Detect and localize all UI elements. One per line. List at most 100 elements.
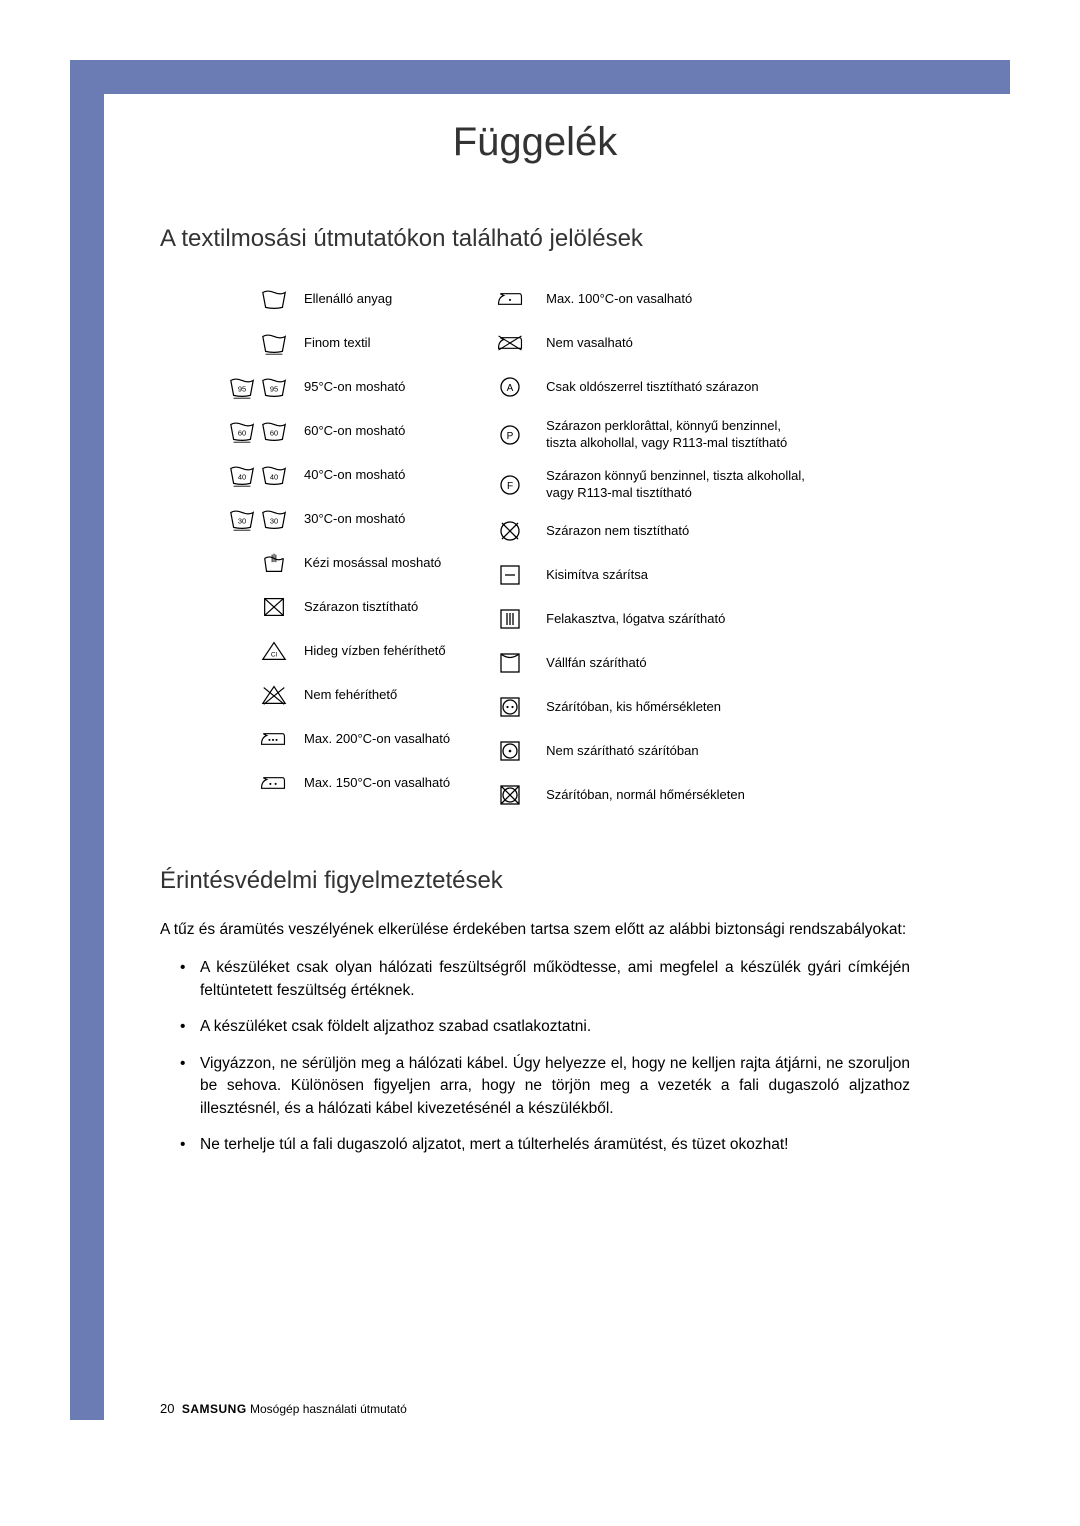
symbol-label: Kisimítva szárítsa <box>546 567 648 584</box>
dry-flat-icon <box>490 563 530 587</box>
symbol-row: Cl Hideg vízben fehéríthető <box>220 629 450 673</box>
symbol-row: Nem vasalható <box>490 321 806 365</box>
symbol-label: Szárazon tisztítható <box>304 599 418 616</box>
iron-100-icon <box>490 287 530 311</box>
wash-tub-icon <box>220 286 288 312</box>
symbol-row: Max. 150°C-on vasalható <box>220 761 450 805</box>
symbol-label: Nem fehéríthető <box>304 687 397 704</box>
symbol-label: Nem szárítható szárítóban <box>546 743 698 760</box>
symbol-label: Nem vasalható <box>546 335 633 352</box>
symbol-row: 95 95 95°C-on mosható <box>220 365 450 409</box>
symbol-row: Szárítóban, normál hőmérsékleten <box>490 773 806 817</box>
no-iron-icon <box>490 331 530 355</box>
footer-brand: SAMSUNG <box>182 1402 247 1416</box>
svg-text:95: 95 <box>238 385 246 394</box>
tumble-dot-icon <box>490 739 530 763</box>
page-content: Függelék A textilmosási útmutatókon talá… <box>160 120 910 1171</box>
symbol-label: Szárazon perklorâttal, könnyű benzinnel,… <box>546 418 806 452</box>
page-footer: 20 SAMSUNG Mosógép használati útmutató <box>160 1401 407 1416</box>
symbol-row: Ellenálló anyag <box>220 277 450 321</box>
tumble-low-icon <box>490 695 530 719</box>
symbol-label: 40°C-on mosható <box>304 467 405 484</box>
wash-tub-delicate-icon <box>220 330 288 356</box>
svg-text:A: A <box>507 383 514 394</box>
dryclean-f-icon: F <box>490 473 530 497</box>
svg-text:95: 95 <box>270 385 278 394</box>
border-top <box>70 60 1010 94</box>
symbols-left-col: Ellenálló anyag Finom textil 95 95 95°C-… <box>220 277 450 817</box>
svg-text:P: P <box>507 431 514 442</box>
iron-150-icon <box>220 771 288 795</box>
section-symbols-heading: A textilmosási útmutatókon található jel… <box>160 225 910 253</box>
svg-text:60: 60 <box>270 429 278 438</box>
symbol-row: Kisimítva szárítsa <box>490 553 806 597</box>
wash-95-icon: 95 95 <box>220 374 288 400</box>
hand-wash-icon <box>220 550 288 576</box>
wash-40-icon: 40 40 <box>220 462 288 488</box>
svg-text:40: 40 <box>270 473 278 482</box>
symbol-row: Finom textil <box>220 321 450 365</box>
warnings-intro: A tűz és áramütés veszélyének elkerülése… <box>160 919 910 941</box>
dryclean-a-icon: A <box>490 375 530 399</box>
page-title: Függelék <box>160 120 910 165</box>
symbol-label: 95°C-on mosható <box>304 379 405 396</box>
no-tumble-icon <box>490 783 530 807</box>
svg-text:30: 30 <box>238 517 246 526</box>
symbol-label: Szárazon könnyű benzinnel, tiszta alkoho… <box>546 468 806 502</box>
symbol-row: 60 60 60°C-on mosható <box>220 409 450 453</box>
symbol-label: Szárítóban, normál hőmérsékleten <box>546 787 745 804</box>
no-bleach-icon <box>220 682 288 708</box>
symbols-table: Ellenálló anyag Finom textil 95 95 95°C-… <box>220 277 910 817</box>
svg-text:Cl: Cl <box>271 652 278 659</box>
wash-60-icon: 60 60 <box>220 418 288 444</box>
symbol-label: Szárítóban, kis hőmérsékleten <box>546 699 721 716</box>
symbol-label: Kézi mosással mosható <box>304 555 441 572</box>
symbols-right-col: Max. 100°C-on vasalható Nem vasalható A … <box>490 277 806 817</box>
warning-item: Vigyázzon, ne sérüljön meg a hálózati ká… <box>200 1053 910 1120</box>
dryclean-p-icon: P <box>490 423 530 447</box>
symbol-row: Max. 100°C-on vasalható <box>490 277 806 321</box>
symbol-row: 40 40 40°C-on mosható <box>220 453 450 497</box>
svg-text:30: 30 <box>270 517 278 526</box>
symbol-row: P Szárazon perklorâttal, könnyű benzinne… <box>490 409 806 461</box>
warning-item: A készüléket csak földelt aljzathoz szab… <box>200 1016 910 1038</box>
symbol-row: Szárítóban, kis hőmérsékleten <box>490 685 806 729</box>
symbol-row: Szárazon tisztítható <box>220 585 450 629</box>
symbol-row: Szárazon nem tisztítható <box>490 509 806 553</box>
bleach-icon: Cl <box>220 638 288 664</box>
warnings-list: A készüléket csak olyan hálózati feszült… <box>160 957 910 1156</box>
symbol-row: Max. 200°C-on vasalható <box>220 717 450 761</box>
symbol-label: Max. 200°C-on vasalható <box>304 731 450 748</box>
symbol-label: Szárazon nem tisztítható <box>546 523 689 540</box>
symbol-label: Max. 150°C-on vasalható <box>304 775 450 792</box>
symbol-label: 30°C-on mosható <box>304 511 405 528</box>
footer-text: Mosógép használati útmutató <box>250 1402 407 1416</box>
symbol-row: 30 30 30°C-on mosható <box>220 497 450 541</box>
svg-text:F: F <box>507 481 513 492</box>
wash-30-icon: 30 30 <box>220 506 288 532</box>
symbol-row: Nem szárítható szárítóban <box>490 729 806 773</box>
symbol-row: Nem fehéríthető <box>220 673 450 717</box>
symbol-label: Hideg vízben fehéríthető <box>304 643 446 660</box>
drip-dry-icon <box>490 607 530 631</box>
dry-clean-x-icon <box>220 594 288 620</box>
warning-item: A készüléket csak olyan hálózati feszült… <box>200 957 910 1002</box>
svg-text:60: 60 <box>238 429 246 438</box>
symbol-row: A Csak oldószerrel tisztítható szárazon <box>490 365 806 409</box>
symbol-row: Vállfán szárítható <box>490 641 806 685</box>
warning-item: Ne terhelje túl a fali dugaszoló aljzato… <box>200 1134 910 1156</box>
symbol-row: Felakasztva, lógatva szárítható <box>490 597 806 641</box>
border-left <box>70 60 104 1420</box>
symbol-label: Vállfán szárítható <box>546 655 646 672</box>
symbol-label: Max. 100°C-on vasalható <box>546 291 692 308</box>
page-number: 20 <box>160 1401 174 1416</box>
symbol-label: Felakasztva, lógatva szárítható <box>546 611 725 628</box>
section-warnings-heading: Érintésvédelmi figyelmeztetések <box>160 867 910 895</box>
hang-dry-icon <box>490 651 530 675</box>
symbol-label: Finom textil <box>304 335 370 352</box>
svg-text:40: 40 <box>238 473 246 482</box>
symbol-label: Ellenálló anyag <box>304 291 392 308</box>
no-dryclean-icon <box>490 519 530 543</box>
symbol-label: 60°C-on mosható <box>304 423 405 440</box>
iron-200-icon <box>220 727 288 751</box>
